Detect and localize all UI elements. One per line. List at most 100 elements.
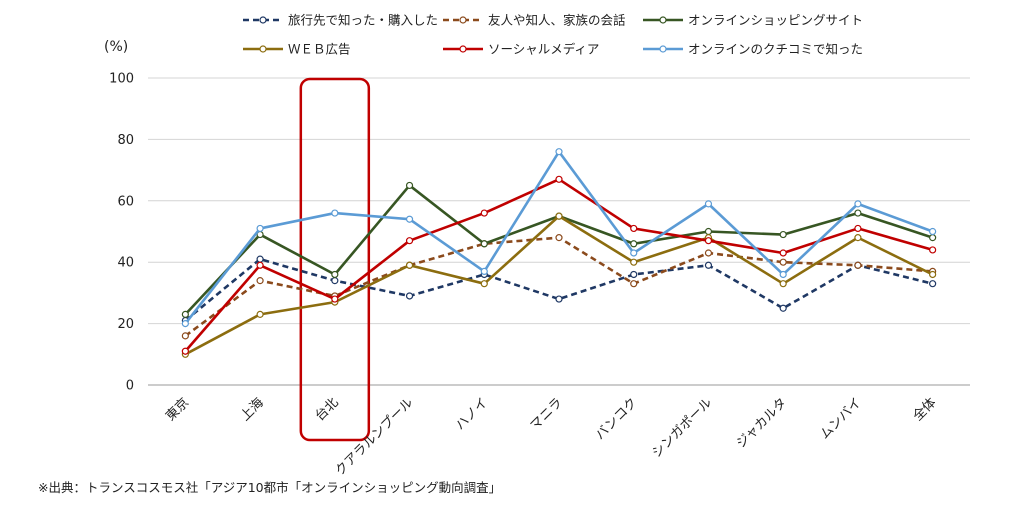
data-point (555, 212, 563, 220)
x-category-label: ハノイ (453, 395, 491, 433)
legend-label: ＷＥＢ広告 (288, 42, 351, 57)
data-point (779, 249, 787, 257)
legend-label: オンラインショッピングサイト (688, 13, 863, 28)
legend-marker (459, 16, 467, 24)
x-category-label: ジャカルタ (734, 395, 790, 451)
data-point (929, 270, 937, 279)
data-point (181, 332, 189, 340)
series-line (184, 178, 933, 353)
highlight-box (299, 77, 371, 442)
data-point (405, 237, 414, 245)
data-point (929, 280, 937, 288)
series-5 (181, 148, 937, 328)
data-point (779, 304, 787, 312)
y-axis-ticks: 0 20 40 60 80 100 (109, 72, 134, 394)
data-point (704, 249, 713, 257)
legend-marker (259, 16, 267, 24)
x-category-label: クアラルンプール (333, 395, 417, 479)
data-point (779, 258, 787, 266)
x-category-label: 東京 (162, 395, 192, 425)
legend-item: 友人や知人、家族の会話 (443, 13, 626, 28)
legend-item: オンラインショッピングサイト (643, 13, 863, 28)
data-point (779, 280, 787, 288)
data-point (555, 148, 563, 156)
data-point (704, 227, 713, 236)
data-point (630, 280, 638, 288)
data-point (256, 261, 264, 269)
legend-label: 友人や知人、家族の会話 (488, 13, 626, 28)
data-point (181, 347, 189, 355)
data-point (331, 295, 339, 303)
y-tick-label: 20 (117, 317, 134, 332)
series-line (184, 257, 933, 322)
legend-item: 旅行先で知った・購入した (243, 13, 438, 28)
data-point (704, 261, 713, 269)
data-point (181, 310, 189, 318)
plot-area (181, 148, 937, 358)
legend-marker (659, 16, 667, 24)
data-point (256, 277, 264, 285)
data-point (480, 267, 488, 276)
y-tick-label: 40 (117, 256, 134, 271)
legend-marker (259, 45, 267, 53)
data-point (929, 246, 937, 254)
x-category-label: ムンバイ (817, 395, 864, 442)
series-3 (181, 212, 937, 358)
source-note: ※出典：トランスコスモス社「アジア10都市「オンラインショッピング動向調査」 (38, 480, 501, 495)
legend-item: ソーシャルメディア (443, 42, 599, 57)
data-point (405, 181, 414, 190)
data-point (630, 240, 638, 248)
x-category-label: 上海 (238, 395, 267, 424)
data-point (555, 295, 563, 303)
legend-label: 旅行先で知った・購入した (288, 13, 438, 28)
data-point (331, 270, 339, 279)
y-axis-unit-label: (%) (104, 39, 128, 55)
x-category-label: バンコク (593, 395, 641, 443)
legend-item: オンラインのクチコミで知った (643, 42, 863, 57)
legend-item: ＷＥＢ広告 (243, 42, 351, 57)
data-point (929, 227, 937, 236)
x-category-label: 台北 (313, 395, 342, 424)
data-point (256, 255, 264, 263)
data-point (704, 237, 713, 245)
data-point (854, 224, 862, 233)
y-tick-label: 100 (109, 72, 134, 87)
data-point (630, 224, 638, 233)
x-category-label: 全体 (910, 395, 940, 425)
y-tick-label: 80 (117, 133, 134, 148)
data-point (630, 258, 638, 266)
data-point (929, 234, 937, 242)
x-category-label: シンガポール (650, 395, 716, 461)
data-point (779, 230, 787, 239)
data-point (331, 277, 339, 285)
data-point (854, 261, 862, 269)
x-category-label: マニラ (528, 395, 566, 433)
data-point (480, 280, 488, 288)
data-point (630, 270, 638, 279)
series-line (184, 184, 934, 316)
series-4 (181, 175, 937, 355)
data-point (854, 234, 862, 242)
data-point (256, 224, 264, 233)
legend-marker (659, 45, 667, 53)
category-highlight (299, 77, 371, 442)
data-point (630, 249, 638, 257)
gridlines (148, 77, 970, 386)
data-point (480, 209, 488, 217)
data-point (704, 200, 713, 208)
series-0 (181, 255, 937, 325)
data-point (405, 215, 414, 223)
data-point (181, 320, 189, 328)
data-point (331, 209, 339, 217)
data-point (405, 292, 414, 300)
y-tick-label: 0 (126, 379, 134, 394)
data-point (256, 310, 264, 318)
legend-label: ソーシャルメディア (488, 42, 599, 57)
data-point (555, 234, 563, 242)
data-point (405, 261, 414, 269)
data-point (854, 209, 862, 217)
data-point (480, 240, 488, 248)
data-point (854, 200, 862, 208)
